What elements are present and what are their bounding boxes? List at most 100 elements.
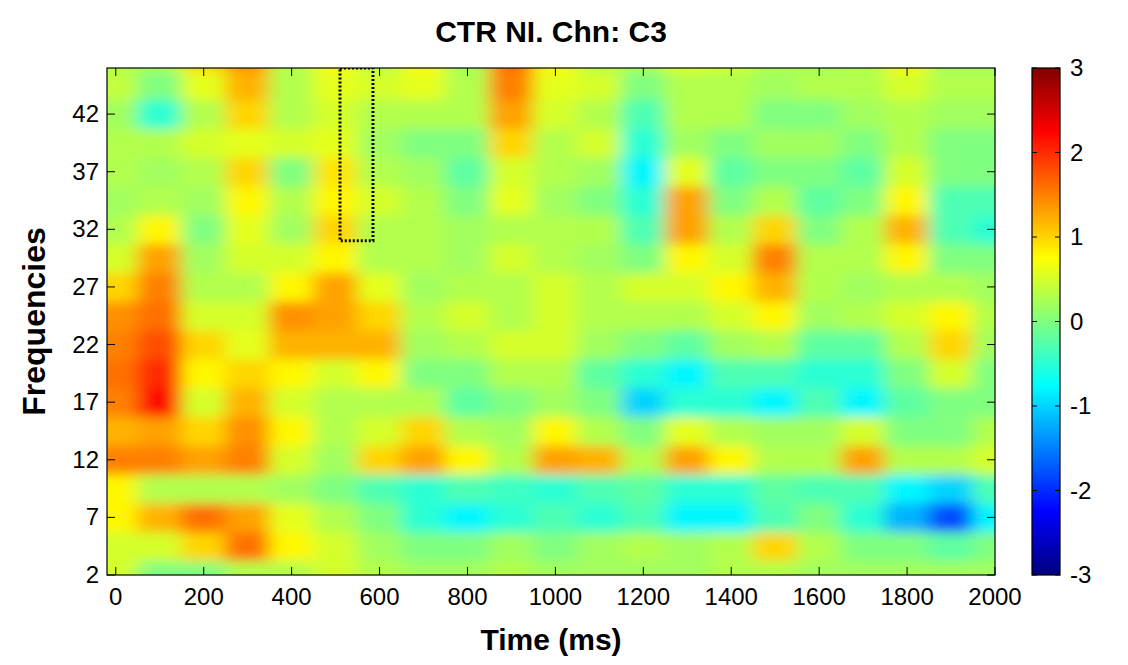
chart: 0200400600800100012001400160018002000271…	[0, 0, 1128, 665]
cell	[533, 301, 578, 331]
cell	[577, 474, 622, 504]
cell	[107, 445, 138, 475]
cell	[107, 99, 138, 129]
cell	[489, 416, 534, 446]
y-tick	[107, 517, 115, 518]
cell	[797, 560, 842, 575]
x-tick	[115, 68, 116, 76]
x-axis-title: Time (ms)	[480, 623, 621, 656]
cell	[533, 128, 578, 158]
cell	[929, 445, 974, 475]
cell	[797, 531, 842, 561]
cell	[269, 531, 314, 561]
cell	[401, 186, 446, 216]
cell	[533, 243, 578, 273]
cell	[929, 416, 974, 446]
colorbar-tick	[1055, 237, 1060, 238]
x-tick-label: 1800	[880, 583, 933, 610]
y-tick	[107, 344, 115, 345]
cell	[401, 99, 446, 129]
cell	[269, 474, 314, 504]
cell	[929, 128, 974, 158]
cell	[107, 214, 138, 244]
cell	[665, 560, 710, 575]
cell	[885, 358, 930, 388]
cell	[841, 70, 886, 100]
y-tick	[987, 229, 995, 230]
x-tick	[731, 567, 732, 575]
cell	[841, 186, 886, 216]
cell	[445, 502, 490, 532]
cell	[797, 99, 842, 129]
cell	[577, 157, 622, 187]
cell	[137, 416, 182, 446]
cell	[313, 502, 358, 532]
cell	[445, 186, 490, 216]
cell	[489, 445, 534, 475]
y-tick	[987, 517, 995, 518]
cell	[489, 502, 534, 532]
cell	[841, 387, 886, 417]
cell	[797, 214, 842, 244]
cell	[181, 502, 226, 532]
plot-background	[107, 68, 995, 575]
cell	[753, 214, 798, 244]
cell	[401, 128, 446, 158]
y-tick	[107, 286, 115, 287]
cell	[445, 416, 490, 446]
cell	[357, 387, 402, 417]
cell	[709, 387, 754, 417]
cell	[357, 531, 402, 561]
cell	[533, 214, 578, 244]
cell	[621, 157, 666, 187]
cell	[269, 99, 314, 129]
cell	[929, 330, 974, 360]
cell	[181, 214, 226, 244]
cell	[973, 531, 995, 561]
cell	[489, 301, 534, 331]
cell	[137, 70, 182, 100]
cell	[181, 301, 226, 331]
cell	[577, 560, 622, 575]
x-tick	[555, 567, 556, 575]
cell	[181, 330, 226, 360]
cell	[753, 157, 798, 187]
cell	[107, 474, 138, 504]
cell	[313, 243, 358, 273]
x-tick-label: 800	[447, 583, 487, 610]
cell	[533, 358, 578, 388]
x-tick	[731, 68, 732, 76]
cell	[665, 474, 710, 504]
cell	[709, 243, 754, 273]
cell	[269, 330, 314, 360]
colorbar-tick-label: 1	[1070, 223, 1083, 250]
cell	[973, 301, 995, 331]
cell	[797, 416, 842, 446]
cell	[313, 301, 358, 331]
cell	[225, 70, 270, 100]
cell	[841, 128, 886, 158]
cell	[753, 445, 798, 475]
y-tick	[987, 575, 995, 576]
cell	[885, 272, 930, 302]
x-tick	[643, 68, 644, 76]
cell	[357, 272, 402, 302]
cell	[885, 99, 930, 129]
cell	[665, 214, 710, 244]
colorbar-tick	[1055, 575, 1060, 576]
colorbar-tick	[1055, 490, 1060, 491]
x-tick	[907, 68, 908, 76]
y-tick	[107, 114, 115, 115]
x-tick	[995, 68, 996, 76]
cell	[577, 330, 622, 360]
cell	[973, 70, 995, 100]
colorbar-tick-label: 0	[1070, 308, 1083, 335]
cell	[445, 560, 490, 575]
y-tick-label: 42	[72, 100, 99, 127]
cell	[137, 445, 182, 475]
y-tick	[107, 171, 115, 172]
cell	[709, 502, 754, 532]
cell	[107, 70, 138, 100]
cell	[621, 99, 666, 129]
cell	[225, 272, 270, 302]
